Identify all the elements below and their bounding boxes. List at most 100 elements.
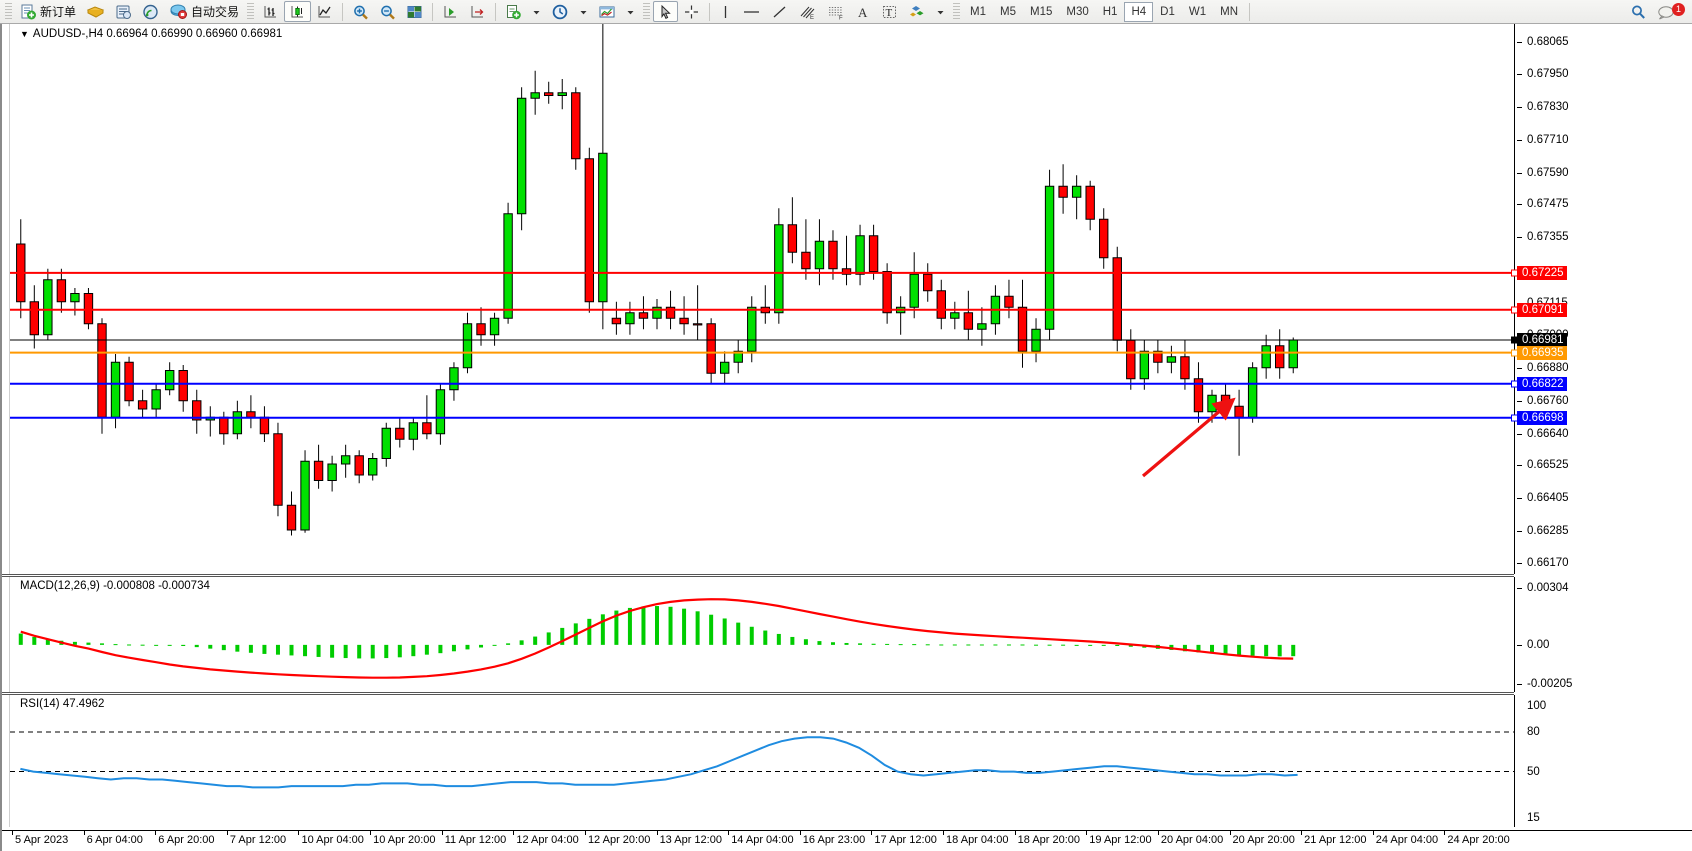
rsi-axis-tick: 50 [1527, 765, 1540, 778]
rsi-axis[interactable]: 100 80 50 15 [1514, 695, 1692, 827]
price-level-tag-current-price[interactable]: 0.66981 [1511, 332, 1567, 347]
level-value: 0.67091 [1522, 303, 1564, 316]
level-value: 0.66822 [1522, 377, 1564, 390]
price-axis-tick: 0.67830 [1517, 100, 1569, 113]
cursor-icon[interactable] [653, 1, 679, 22]
level-handle[interactable] [1511, 306, 1518, 314]
trendline-icon[interactable] [766, 1, 793, 22]
toolbar-grip-3[interactable] [643, 2, 651, 21]
price-level-tag-resistance[interactable]: 0.67091 [1511, 302, 1567, 317]
time-axis-mark [441, 831, 443, 835]
pane-divider-1[interactable] [2, 574, 1514, 577]
chat-icon[interactable]: 1 [1652, 1, 1690, 22]
level-handle[interactable] [1511, 414, 1518, 422]
timeframe-m5[interactable]: M5 [1000, 5, 1016, 18]
time-axis-mark [155, 831, 157, 835]
time-axis-label: 6 Apr 20:00 [158, 834, 215, 846]
candlestick-icon[interactable] [284, 1, 312, 22]
toolbar-grip-2[interactable] [247, 2, 255, 21]
rsi-axis-tick: 100 [1527, 699, 1547, 712]
macd-axis[interactable]: 0.00304 0.00 -0.00205 [1514, 577, 1692, 692]
time-axis-mark [871, 831, 873, 835]
price-level-tag-support[interactable]: 0.66698 [1511, 410, 1567, 425]
time-axis-mark [1086, 831, 1088, 835]
timeframe-d1[interactable]: D1 [1160, 5, 1175, 18]
time-axis-label: 18 Apr 04:00 [946, 834, 1009, 846]
period-icon[interactable] [546, 1, 574, 22]
rsi-pane[interactable]: RSI(14) 47.4962 [10, 695, 1514, 827]
template-icon[interactable] [593, 1, 621, 22]
new-order-button[interactable]: 新订单 [15, 1, 81, 22]
chart-frame[interactable]: ▼ AUDUSD-,H4 0.66964 0.66990 0.66960 0.66… [0, 24, 1692, 851]
timeframe-mn[interactable]: MN [1220, 5, 1238, 18]
timeframe-m30[interactable]: M30 [1066, 5, 1089, 18]
timeframe-w1[interactable]: W1 [1188, 5, 1207, 18]
shift-start-icon[interactable] [464, 1, 491, 22]
chevron-down-icon-2[interactable] [574, 1, 593, 22]
time-axis-label: 24 Apr 04:00 [1375, 834, 1439, 846]
news-icon[interactable] [110, 1, 137, 22]
time-axis-label: 11 Apr 12:00 [444, 834, 507, 846]
toolbar-grip[interactable] [5, 2, 12, 21]
timeframe-m15[interactable]: M15 [1030, 5, 1053, 18]
price-level-tag-resistance[interactable]: 0.67225 [1511, 265, 1567, 280]
level-handle[interactable] [1511, 380, 1518, 388]
objects-icon[interactable] [903, 1, 931, 22]
time-axis-label: 5 Apr 2023 [15, 834, 69, 846]
price-axis[interactable]: 0.68065 0.67950 0.67830 0.67710 0.67590 0.674… [1511, 24, 1692, 574]
time-axis-mark [1372, 831, 1374, 835]
time-axis-label: 17 Apr 12:00 [874, 834, 937, 846]
price-axis-tick: 0.66285 [1517, 525, 1569, 538]
timeframe-h1[interactable]: H1 [1102, 5, 1118, 18]
time-axis[interactable]: 5 Apr 2023 6 Apr 04:00 6 Apr 20:00 7 Apr 12… [2, 830, 1692, 851]
pane-divider-2[interactable] [2, 692, 1514, 695]
level-handle[interactable] [1511, 349, 1518, 357]
price-candles-svg [10, 24, 1514, 536]
collapse-triangle-icon[interactable]: ▼ [20, 29, 29, 39]
new-chart-icon[interactable] [500, 1, 527, 22]
level-handle[interactable] [1511, 336, 1518, 344]
data-window-icon[interactable] [401, 1, 428, 22]
briefcase-icon[interactable] [81, 1, 110, 22]
price-axis-tick: 0.66405 [1517, 492, 1569, 505]
price-level-tag-support[interactable]: 0.66822 [1511, 376, 1567, 391]
main-toolbar: 新订单 自动交易 [0, 0, 1692, 24]
toolbar-separator-5 [1249, 2, 1250, 21]
timeframe-m1[interactable]: M1 [970, 5, 987, 18]
rsi-label: RSI(14) 47.4962 [20, 698, 105, 710]
price-pane[interactable]: ▼ AUDUSD-,H4 0.66964 0.66990 0.66960 0.66… [10, 24, 1514, 574]
label-icon[interactable]: T [876, 1, 903, 22]
time-axis-mark [799, 831, 801, 835]
svg-text:T: T [886, 7, 893, 19]
svg-text:F: F [839, 15, 843, 20]
time-axis-mark [370, 831, 372, 835]
price-level-tag-pivot[interactable]: 0.66935 [1511, 345, 1567, 360]
toolbar-grip-4[interactable] [953, 2, 961, 21]
chevron-down-icon-1[interactable] [527, 1, 546, 22]
fibonacci-icon[interactable]: F [822, 1, 851, 22]
equidistant-icon[interactable]: E [793, 1, 822, 22]
zoom-in-icon[interactable] [347, 1, 374, 22]
macd-svg [18, 598, 1296, 679]
macd-pane[interactable]: MACD(12,26,9) -0.000808 -0.000734 [10, 577, 1514, 692]
zoom-out-icon[interactable] [374, 1, 401, 22]
text-icon[interactable]: A [851, 1, 876, 22]
signal-icon[interactable] [137, 1, 164, 22]
crosshair-icon[interactable] [678, 1, 705, 22]
chevron-down-icon-3[interactable] [621, 1, 640, 22]
chevron-down-icon-4[interactable] [931, 1, 950, 22]
time-axis-mark [12, 831, 13, 835]
notification-badge: 1 [1672, 3, 1685, 16]
vline-icon[interactable] [714, 1, 737, 22]
shift-end-icon[interactable] [437, 1, 464, 22]
search-icon[interactable] [1625, 1, 1652, 22]
price-axis-tick: 0.67590 [1517, 166, 1569, 179]
timeframe-h4[interactable]: H4 [1124, 1, 1154, 22]
line-chart-icon[interactable] [311, 1, 338, 22]
level-handle[interactable] [1511, 269, 1518, 277]
time-axis-label: 12 Apr 20:00 [587, 834, 651, 846]
hline-icon[interactable] [737, 1, 766, 22]
auto-trading-button[interactable]: 自动交易 [164, 1, 244, 22]
bar-chart-icon[interactable] [257, 1, 284, 22]
